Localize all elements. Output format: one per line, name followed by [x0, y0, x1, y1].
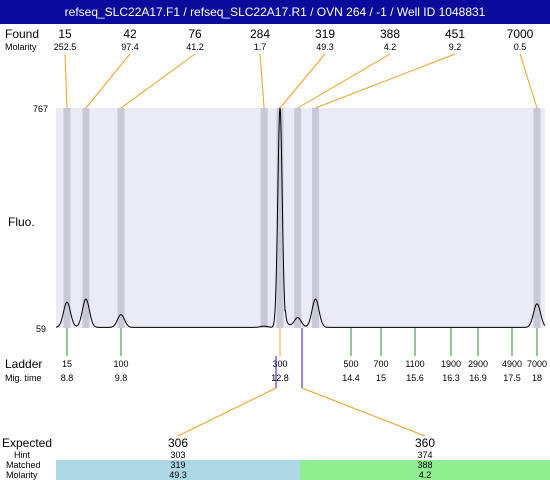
hint-value: 303	[170, 450, 185, 460]
matched-cell	[56, 460, 300, 480]
ladder-size: 15	[62, 359, 72, 369]
found-connector	[85, 53, 131, 109]
peak-band	[312, 108, 319, 328]
ladder-size: 1100	[405, 359, 424, 369]
expected-connector	[301, 387, 426, 437]
ladder-size: 2900	[468, 359, 488, 369]
found-connector	[259, 53, 265, 109]
hint-label: Hint	[14, 450, 31, 460]
peak-band	[117, 108, 125, 328]
peak-band	[533, 108, 541, 328]
ladder-mig-time: 16.3	[442, 373, 460, 383]
peak-band	[294, 108, 302, 328]
ladder-size: 7000	[527, 359, 547, 369]
expected-size: 360	[415, 436, 435, 450]
found-molarity: 49.3	[316, 42, 334, 52]
found-connector	[120, 53, 196, 109]
ladder-label: Ladder	[5, 357, 42, 371]
expected-label: Expected	[2, 436, 52, 450]
found-connector	[315, 53, 456, 109]
ladder-size: 500	[343, 359, 358, 369]
found-molarity: 252.5	[54, 42, 77, 52]
peak-band	[82, 108, 90, 328]
ladder-size: 300	[272, 359, 287, 369]
found-label: Found	[5, 27, 39, 41]
matched-value: 388	[417, 460, 432, 470]
found-molarity: 0.5	[514, 42, 527, 52]
ladder-size: 4900	[502, 359, 522, 369]
ladder-mig-time: 8.8	[61, 373, 74, 383]
molarity-label: Molarity	[5, 42, 37, 52]
y-min-label: 59	[36, 324, 46, 334]
found-size: 15	[58, 27, 72, 41]
peak-band	[276, 108, 284, 328]
found-connector	[297, 53, 391, 109]
ladder-size: 700	[373, 359, 388, 369]
found-connector	[279, 53, 326, 109]
hint-value: 374	[417, 450, 432, 460]
ladder-mig-time: 18	[532, 373, 542, 383]
found-molarity: 4.2	[384, 42, 397, 52]
ladder-mig-time: 16.9	[469, 373, 487, 383]
ladder-mig-time: 9.8	[115, 373, 128, 383]
ladder-mig-time: 12.8	[271, 373, 289, 383]
ladder-mig-time: 15.6	[406, 373, 424, 383]
expected-size: 306	[168, 436, 188, 450]
found-size: 42	[123, 27, 137, 41]
expected-connector	[177, 387, 277, 437]
found-molarity: 1.7	[254, 42, 267, 52]
found-connector	[519, 53, 538, 109]
found-molarity: 41.2	[186, 42, 204, 52]
found-connector	[64, 53, 68, 109]
ladder-size: 100	[113, 359, 128, 369]
found-size: 319	[315, 27, 335, 41]
found-size: 388	[380, 27, 400, 41]
ladder-size: 1900	[441, 359, 461, 369]
ladder-mig-time: 17.5	[503, 373, 521, 383]
molarity-value: 4.2	[419, 470, 432, 480]
found-size: 284	[250, 27, 270, 41]
found-size: 76	[188, 27, 202, 41]
found-size: 7000	[507, 27, 534, 41]
ladder-mig-time: 15	[376, 373, 386, 383]
y-max-label: 767	[33, 104, 48, 114]
found-size: 451	[445, 27, 465, 41]
peak-band	[63, 108, 71, 328]
molarity-value: 49.3	[169, 470, 187, 480]
matched-label: Matched	[6, 460, 41, 470]
mig-time-label: Mig. time	[5, 373, 42, 383]
molarity-bottom-label: Molarity	[6, 470, 38, 480]
matched-value: 319	[170, 460, 185, 470]
found-molarity: 9.2	[449, 42, 462, 52]
fluo-label: Fluo.	[8, 215, 35, 229]
ladder-mig-time: 14.4	[342, 373, 360, 383]
found-molarity: 97.4	[121, 42, 139, 52]
peak-band	[260, 108, 268, 328]
title-bar: refseq_SLC22A17.F1 / refseq_SLC22A17.R1 …	[0, 0, 550, 24]
matched-cell	[300, 460, 550, 480]
fluorescence-trace	[55, 107, 546, 328]
